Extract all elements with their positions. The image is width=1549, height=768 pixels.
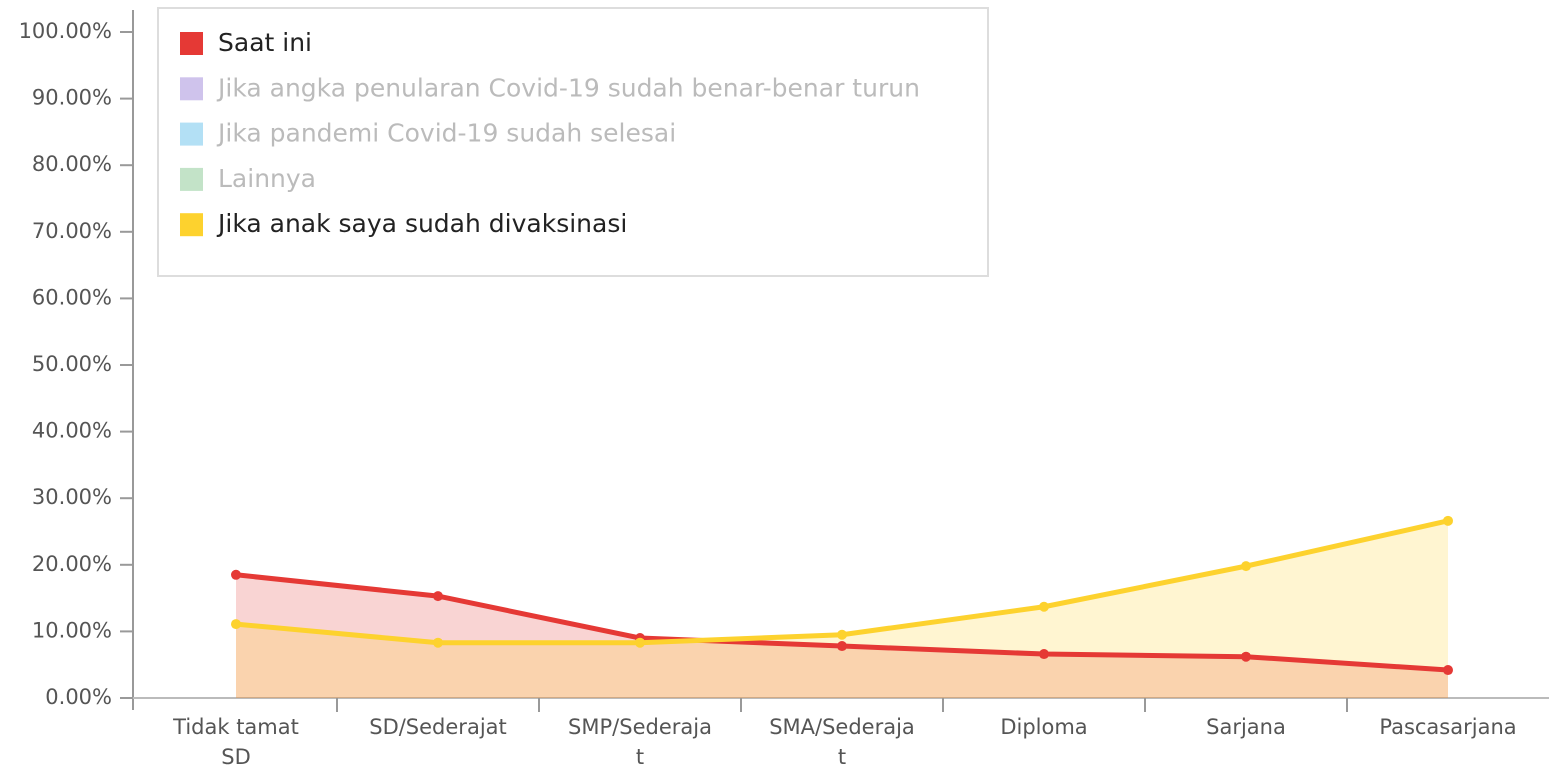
legend-box bbox=[157, 7, 989, 277]
y-tick-label: 80.00% bbox=[32, 152, 112, 176]
legend-label: Lainnya bbox=[218, 164, 316, 193]
point bbox=[1443, 515, 1453, 526]
y-tick-label: 100.00% bbox=[19, 19, 112, 43]
point bbox=[433, 591, 443, 602]
legend-label: Jika pandemi Covid-19 sudah selesai bbox=[216, 119, 676, 148]
point bbox=[1241, 561, 1251, 572]
x-tick-label: Pascasarjana bbox=[1379, 715, 1516, 739]
point bbox=[1039, 649, 1049, 660]
areas bbox=[236, 520, 1448, 698]
y-tick-label: 10.00% bbox=[32, 618, 112, 642]
point bbox=[837, 629, 847, 640]
y-tick-label: 20.00% bbox=[32, 552, 112, 576]
point bbox=[433, 637, 443, 648]
legend-label: Jika anak saya sudah divaksinasi bbox=[216, 209, 627, 238]
y-tick-label: 40.00% bbox=[32, 419, 112, 443]
x-tick-label: SMA/Sederaja t bbox=[769, 715, 915, 768]
point bbox=[231, 569, 241, 580]
y-tick-label: 60.00% bbox=[32, 285, 112, 309]
point bbox=[635, 637, 645, 648]
y-tick-label: 90.00% bbox=[32, 86, 112, 110]
y-tick-label: 0.00% bbox=[45, 685, 112, 709]
legend-swatch bbox=[180, 167, 203, 191]
area-fill bbox=[236, 574, 1448, 698]
y-tick-label: 50.00% bbox=[32, 352, 112, 376]
point bbox=[231, 619, 241, 630]
x-tick-label: Sarjana bbox=[1206, 715, 1286, 739]
legend-swatch bbox=[180, 77, 203, 101]
x-tick-label: Diploma bbox=[1000, 715, 1087, 739]
legend-swatch bbox=[180, 213, 203, 237]
y-tick-label: 30.00% bbox=[32, 485, 112, 509]
legend-swatch bbox=[180, 32, 203, 55]
x-tick-label: SD/Sederajat bbox=[369, 715, 507, 739]
point bbox=[1443, 665, 1453, 676]
point bbox=[837, 641, 847, 652]
point bbox=[1241, 651, 1251, 662]
x-tick-label: Tidak tamat SD bbox=[172, 715, 299, 768]
point bbox=[1039, 601, 1049, 612]
legend-label: Jika angka penularan Covid-19 sudah bena… bbox=[216, 73, 920, 102]
legend-swatch bbox=[180, 122, 203, 146]
legend-label: Saat ini bbox=[218, 28, 312, 57]
y-tick-label: 70.00% bbox=[32, 219, 112, 243]
x-tick-label: SMP/Sederaja t bbox=[568, 715, 712, 768]
